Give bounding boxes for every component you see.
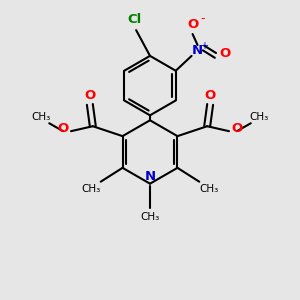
- Text: CH₃: CH₃: [140, 212, 160, 222]
- Text: N: N: [144, 170, 156, 183]
- Text: CH₃: CH₃: [32, 112, 51, 122]
- Text: +: +: [200, 41, 208, 51]
- Text: O: O: [220, 47, 231, 60]
- Text: -: -: [200, 12, 205, 25]
- Text: O: O: [58, 122, 69, 135]
- Text: CH₃: CH₃: [249, 112, 268, 122]
- Text: O: O: [231, 122, 242, 135]
- Text: O: O: [187, 18, 198, 31]
- Text: O: O: [84, 89, 95, 102]
- Text: Cl: Cl: [127, 13, 141, 26]
- Text: N: N: [192, 44, 203, 57]
- Text: CH₃: CH₃: [81, 184, 101, 194]
- Text: O: O: [205, 89, 216, 102]
- Text: CH₃: CH₃: [200, 184, 219, 194]
